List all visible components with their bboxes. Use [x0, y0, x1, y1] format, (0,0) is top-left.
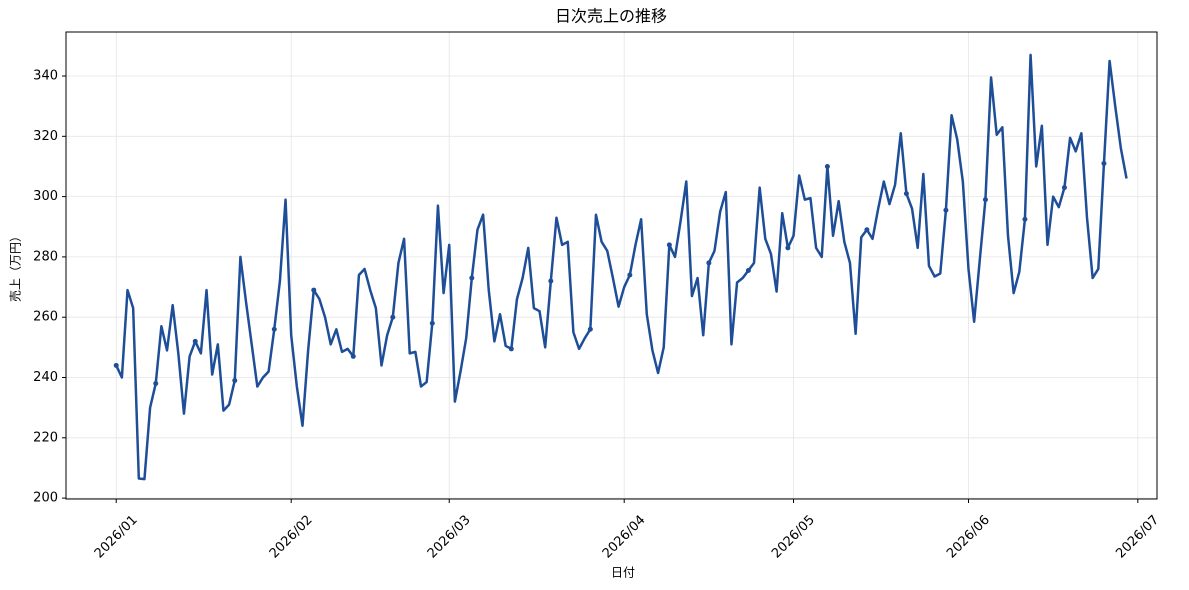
- y-tick-label: 220: [33, 430, 58, 445]
- y-tick-label: 280: [33, 249, 58, 264]
- marker: [666, 242, 672, 248]
- marker: [232, 378, 238, 384]
- marker: [469, 275, 475, 281]
- marker: [113, 362, 119, 368]
- y-axis-label: 売上（万円）: [8, 230, 23, 302]
- marker: [745, 267, 751, 273]
- marker: [982, 197, 988, 203]
- y-tick-label: 200: [33, 491, 58, 506]
- marker: [587, 326, 593, 332]
- marker: [311, 287, 317, 293]
- marker: [627, 272, 633, 278]
- marker: [785, 245, 791, 251]
- x-axis-label: 日付: [611, 566, 635, 580]
- marker: [271, 326, 277, 332]
- marker: [390, 314, 396, 320]
- marker: [1101, 160, 1107, 166]
- marker: [350, 353, 356, 359]
- y-tick-label: 240: [33, 370, 58, 385]
- y-tick-label: 260: [33, 310, 58, 325]
- y-tick-label: 340: [33, 69, 58, 84]
- y-tick-label: 300: [33, 189, 58, 204]
- marker: [706, 260, 712, 266]
- marker: [864, 227, 870, 233]
- chart-title: 日次売上の推移: [555, 7, 667, 26]
- marker: [508, 346, 514, 352]
- marker: [824, 163, 830, 169]
- marker: [153, 381, 159, 387]
- marker: [548, 278, 554, 284]
- marker: [192, 338, 198, 344]
- y-tick-label: 320: [33, 129, 58, 144]
- marker: [943, 207, 949, 213]
- plot-frame: [65, 31, 1158, 500]
- marker: [1061, 185, 1067, 191]
- line: [115, 53, 1128, 481]
- marker: [1022, 216, 1028, 222]
- marker: [903, 191, 909, 197]
- marker: [429, 320, 435, 326]
